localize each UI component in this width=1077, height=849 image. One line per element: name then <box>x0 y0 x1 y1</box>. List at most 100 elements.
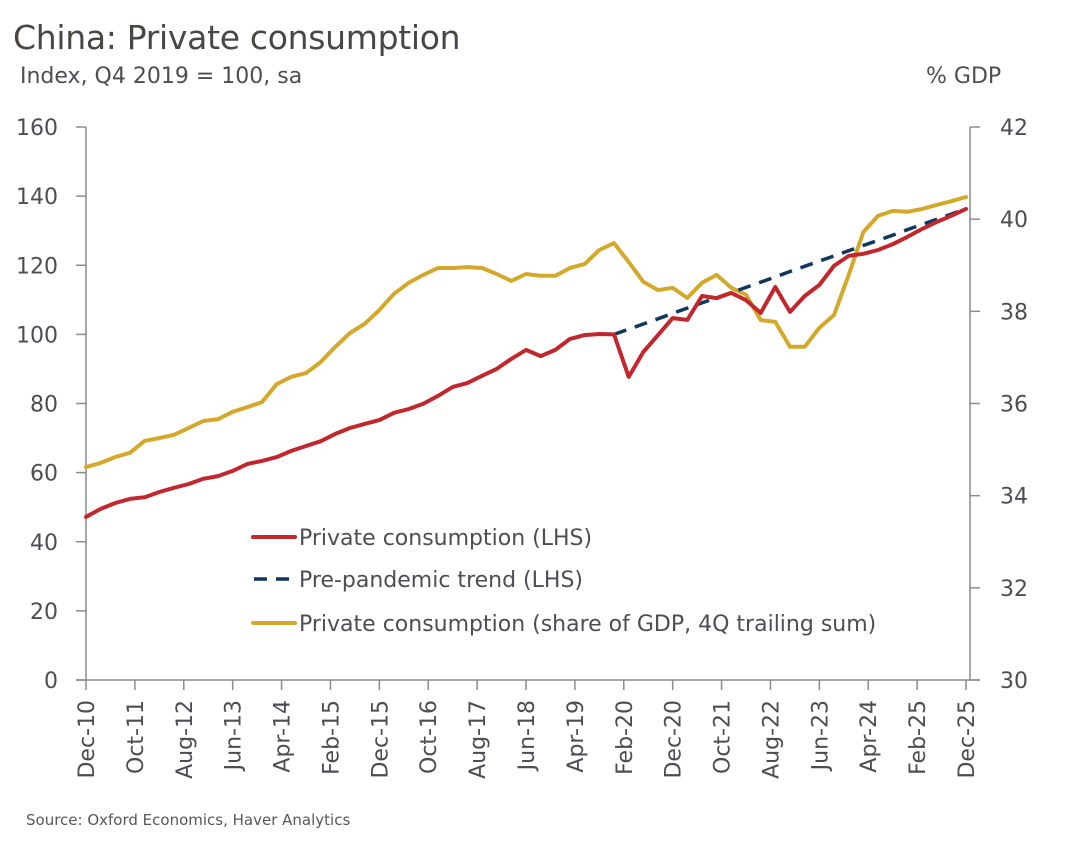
private-consumption-point <box>231 469 235 473</box>
consumption-share-gdp-point <box>905 210 909 214</box>
private-consumption-point <box>700 294 704 298</box>
right-axis-tick-label: 42 <box>1000 116 1028 141</box>
consumption-share-gdp-point <box>231 410 235 414</box>
private-consumption-point <box>172 486 176 490</box>
left-axis-unit-label: Index, Q4 2019 = 100, sa <box>20 64 303 89</box>
consumption-share-gdp-point <box>157 436 161 440</box>
private-consumption-point <box>612 332 616 336</box>
x-axis-tick-label: Dec-10 <box>75 700 100 779</box>
consumption-share-gdp-point <box>201 419 205 423</box>
x-axis-tick-label: Jun-23 <box>808 700 833 772</box>
private-consumption-point <box>289 449 293 453</box>
private-consumption-point <box>641 350 645 354</box>
consumption-share-gdp-point <box>172 433 176 437</box>
consumption-share-gdp-point <box>583 262 587 266</box>
consumption-share-gdp-point <box>392 292 396 296</box>
left-axis-tick-label: 60 <box>30 462 58 487</box>
x-axis-tick-label: Oct-16 <box>417 700 442 774</box>
x-axis-tick-label: Oct-21 <box>711 700 736 774</box>
private-consumption-point <box>568 337 572 341</box>
pre-pandemic-trend-point <box>759 280 763 284</box>
consumption-share-gdp-point <box>319 360 323 364</box>
consumption-share-gdp-point <box>832 313 836 317</box>
consumption-share-gdp-point <box>773 320 777 324</box>
x-axis-tick-label: Jun-18 <box>515 700 540 772</box>
left-axis-tick-label: 140 <box>16 185 58 210</box>
x-axis-tick-label: Oct-11 <box>124 700 149 774</box>
chart-title: China: Private consumption <box>13 18 461 57</box>
x-axis-tick-label: Dec-20 <box>662 700 687 779</box>
legend: Private consumption (LHS) Pre-pandemic tr… <box>251 526 876 637</box>
consumption-share-gdp-point <box>84 465 88 469</box>
consumption-share-gdp-point <box>949 199 953 203</box>
left-axis-tick-label: 40 <box>30 531 58 556</box>
private-consumption-point <box>891 242 895 246</box>
left-axis-tick-label: 0 <box>44 669 58 694</box>
private-consumption-point <box>715 296 719 300</box>
private-consumption-point <box>920 227 924 231</box>
consumption-share-gdp-point <box>788 345 792 349</box>
consumption-share-gdp-point <box>260 400 264 404</box>
consumption-share-gdp-point <box>759 318 763 322</box>
consumption-share-gdp-point <box>377 308 381 312</box>
consumption-share-gdp-point <box>348 331 352 335</box>
consumption-share-gdp-point <box>465 265 469 269</box>
private-consumption-point <box>304 444 308 448</box>
consumption-share-gdp-point <box>641 280 645 284</box>
pre-pandemic-trend-point <box>656 317 660 321</box>
private-consumption-point <box>113 501 117 505</box>
private-consumption-point <box>524 348 528 352</box>
right-axis-tick-label: 38 <box>1000 300 1028 325</box>
legend-label: Private consumption (share of GDP, 4Q tr… <box>299 612 876 637</box>
consumption-share-gdp-point <box>729 286 733 290</box>
private-consumption-point <box>905 235 909 239</box>
right-axis-unit-label: % GDP <box>926 64 1002 89</box>
consumption-share-gdp-point <box>744 293 748 297</box>
consumption-share-gdp-point <box>847 273 851 277</box>
private-consumption-point <box>685 318 689 322</box>
private-consumption-point <box>788 310 792 314</box>
consumption-share-gdp-point <box>671 286 675 290</box>
consumption-share-gdp-point <box>128 451 132 455</box>
private-consumption-point <box>876 248 880 252</box>
private-consumption-point <box>187 482 191 486</box>
x-axis-tick-label: Dec-25 <box>955 700 980 779</box>
consumption-share-gdp-point <box>685 296 689 300</box>
legend-label: Private consumption (LHS) <box>299 526 592 551</box>
private-consumption-point <box>935 220 939 224</box>
consumption-share-gdp-point <box>509 279 513 283</box>
consumption-share-gdp-point <box>656 288 660 292</box>
private-consumption-point <box>363 422 367 426</box>
right-axis-tick-label: 34 <box>1000 485 1028 510</box>
consumption-share-gdp-point <box>715 273 719 277</box>
consumption-share-gdp-point <box>495 272 499 276</box>
pre-pandemic-trend-point <box>685 306 689 310</box>
x-axis-tick-label: Aug-22 <box>759 700 784 779</box>
consumption-share-gdp-point <box>99 461 103 465</box>
private-consumption-point <box>407 407 411 411</box>
private-consumption-point <box>260 459 264 463</box>
series-lines <box>84 195 968 519</box>
consumption-share-gdp-point <box>803 345 807 349</box>
private-consumption-point <box>583 333 587 337</box>
private-consumption-point <box>421 402 425 406</box>
private-consumption-point <box>597 332 601 336</box>
private-consumption-line <box>84 206 968 519</box>
private-consumption-point <box>964 207 968 211</box>
x-axis-tick-label: Apr-14 <box>271 700 296 773</box>
pre-pandemic-trend-point <box>832 254 836 258</box>
consumption-share-gdp-point <box>187 426 191 430</box>
pre-pandemic-trend-point <box>773 275 777 279</box>
private-consumption-point <box>436 394 440 398</box>
left-axis-tick-label: 100 <box>16 323 58 348</box>
pre-pandemic-trend-point <box>920 223 924 227</box>
consumption-share-gdp-point <box>275 382 279 386</box>
consumption-share-gdp-point <box>935 203 939 207</box>
pre-pandemic-trend-point <box>817 259 821 263</box>
consumption-share-gdp-point <box>304 371 308 375</box>
pre-pandemic-trend-point <box>803 264 807 268</box>
private-consumption-point <box>201 477 205 481</box>
private-consumption-point <box>128 497 132 501</box>
consumption-share-gdp-point <box>612 241 616 245</box>
consumption-share-gdp-point <box>421 273 425 277</box>
